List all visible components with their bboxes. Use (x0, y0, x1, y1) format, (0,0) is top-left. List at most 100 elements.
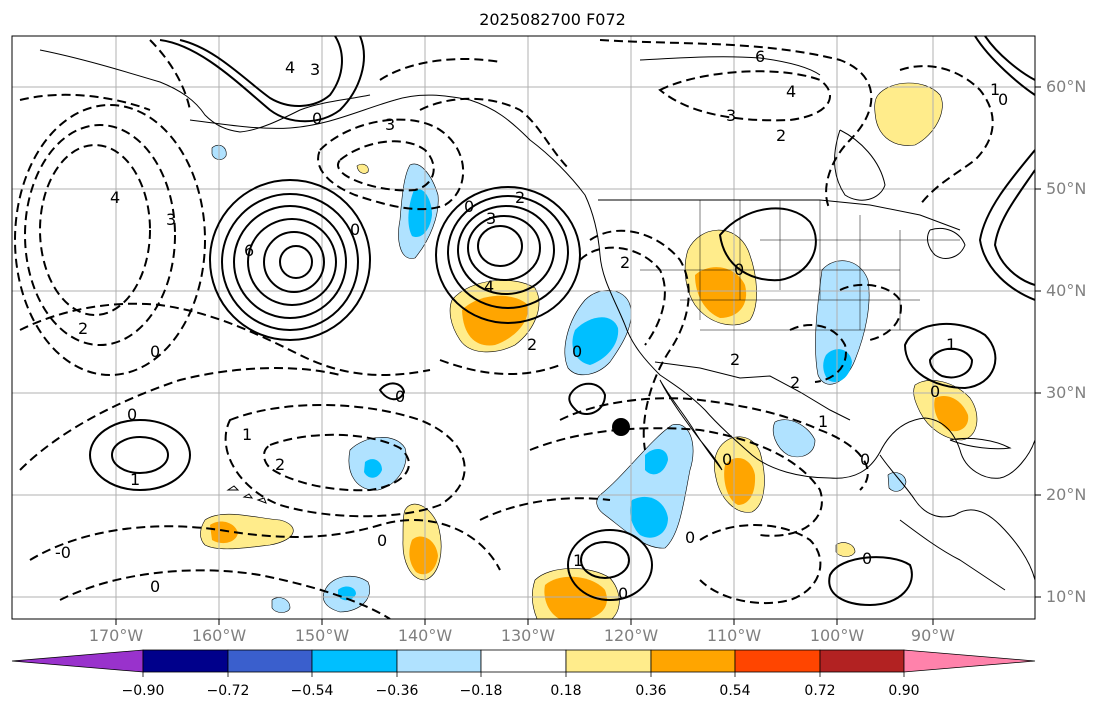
colorbar-segment (480, 649, 567, 673)
negative-anomaly-area (772, 419, 816, 458)
lat-label: 10°N (1046, 587, 1087, 606)
contour-label: 2 (527, 335, 537, 354)
low-contour (658, 70, 831, 122)
contour-label: 4 (110, 188, 120, 207)
low-contour (699, 524, 822, 605)
map-area: 6 4 3 2 1 0 4 3 0 3 4 3 6 4 3 2 2 0 2 0 … (12, 36, 1035, 619)
contour-label: 1 (573, 551, 583, 570)
lon-label: 90°W (910, 626, 956, 645)
low-contour (24, 124, 176, 346)
negative-anomaly-core (364, 459, 382, 478)
lat-label: 20°N (1046, 485, 1087, 504)
high-contour (928, 347, 974, 379)
high-contour (179, 36, 343, 107)
contour-label: 0 (127, 405, 137, 424)
low-contour (589, 229, 690, 451)
contour-label: 2 (776, 126, 786, 145)
low-contour (529, 427, 823, 537)
low-contour (19, 93, 151, 111)
low-contour (19, 302, 431, 376)
contour-label: 0 (377, 531, 387, 550)
contour-label: 1 (990, 80, 1000, 99)
high-contour (467, 215, 541, 281)
contour-label: 4 (484, 277, 494, 296)
tick-marks (115, 86, 1041, 625)
contour-label: 0 (862, 549, 872, 568)
high-contour (477, 225, 523, 267)
baja-california (659, 379, 723, 471)
low-contour (14, 104, 206, 376)
hudson-bay (834, 129, 886, 201)
coastlines (39, 49, 1035, 591)
contour-label: 0 (722, 450, 732, 469)
positive-anomaly-area (356, 163, 369, 174)
low-contour (149, 39, 191, 111)
lon-label: 170°W (88, 626, 144, 645)
contour-label: 0 (572, 342, 582, 361)
low-contour (789, 324, 847, 383)
contour-label: 0 (150, 342, 160, 361)
high-contour (974, 36, 1035, 96)
low-contour (263, 433, 410, 492)
contour-label: 3 (486, 209, 496, 228)
gulf-coast (879, 454, 1035, 581)
contour-label: 1 (818, 412, 828, 431)
colorbar-segment (734, 649, 821, 673)
contour-label: 2 (78, 319, 88, 338)
colorbar-low-extension (11, 649, 144, 673)
low-contour (29, 519, 501, 571)
low-contour (59, 569, 391, 619)
contour-label: 1 (946, 335, 956, 354)
positive-anomaly-core (695, 267, 747, 318)
high-contour (111, 436, 169, 474)
contour-label: 0 (685, 528, 695, 547)
high-contour (263, 231, 325, 293)
negative-anomaly-core (408, 189, 432, 238)
high-contour (435, 186, 581, 324)
high-contour (209, 179, 371, 341)
contour-label: -0 (55, 543, 71, 562)
colorbar-tick-label: −0.54 (290, 683, 334, 699)
contour-label: 4 (285, 58, 295, 77)
low-contour (599, 39, 873, 211)
colorbar-segment (227, 649, 313, 673)
low-contour (336, 140, 435, 192)
positive-anomaly-core (409, 536, 438, 575)
low-contour (839, 283, 902, 341)
negative-anomaly-core (630, 496, 668, 538)
contour-label: 0 (312, 109, 322, 128)
high-contour (718, 207, 817, 282)
negative-anomaly-area (887, 472, 907, 492)
contour-label: 2 (790, 373, 800, 392)
contour-label: 0 (395, 387, 405, 406)
colorbar-high-extension (903, 649, 1036, 673)
colorbar-tick-label: −0.90 (121, 683, 165, 699)
low-contour (439, 359, 561, 376)
greenland-coast (639, 56, 821, 76)
shading-layer (200, 82, 978, 619)
colorbar-tick-label: 0.18 (550, 683, 582, 699)
map-frame (11, 35, 1036, 620)
lon-label: 150°W (294, 626, 350, 645)
contour-label: 6 (244, 241, 254, 260)
high-contour (233, 205, 347, 319)
colorbar-tick-label: −0.72 (206, 683, 250, 699)
positive-anomaly-core (544, 576, 607, 619)
contour-label: 0 (464, 197, 474, 216)
north-america-coast (189, 94, 1035, 479)
high-contour (580, 541, 630, 579)
high-contour (447, 195, 569, 309)
colorbar-segment (396, 649, 482, 673)
negative-anomaly-core (645, 448, 668, 475)
map-title: 2025082700 F072 (479, 10, 626, 29)
contour-label: 0 (618, 584, 628, 603)
lat-label: 60°N (1046, 77, 1087, 96)
us-mexico-border (654, 361, 851, 421)
lat-label: 40°N (1046, 281, 1087, 300)
lon-label: 110°W (706, 626, 762, 645)
contour-label: 3 (385, 115, 395, 134)
contour-label: 4 (786, 82, 796, 101)
high-contour (89, 419, 191, 491)
colorbar-tick-label: −0.36 (375, 683, 419, 699)
colorbar-segment (650, 649, 736, 673)
